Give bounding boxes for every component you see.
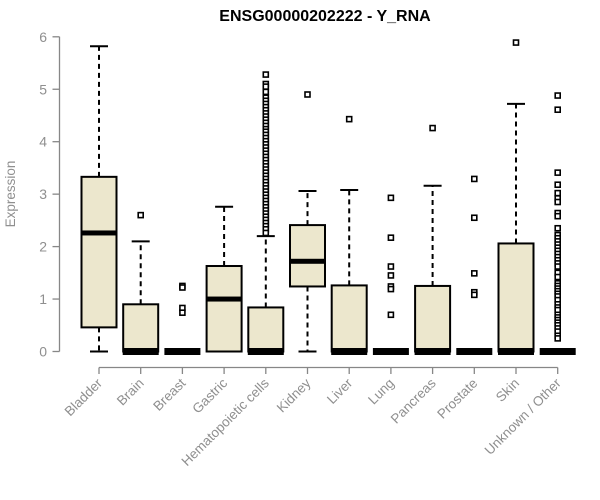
chart-title: ENSG00000202222 - Y_RNA xyxy=(219,8,431,25)
median-line xyxy=(290,258,325,264)
box xyxy=(497,242,535,353)
y-tick-label: 6 xyxy=(39,29,47,45)
y-tick-label: 1 xyxy=(39,291,47,307)
box xyxy=(330,284,368,353)
outlier-point xyxy=(554,189,562,197)
median-line-zero xyxy=(164,348,201,355)
outlier-point xyxy=(470,270,478,277)
outlier-point xyxy=(179,284,186,291)
boxplot-series xyxy=(80,39,576,355)
outlier-point xyxy=(345,115,353,123)
median-line-zero xyxy=(456,348,493,355)
x-category-label-unknown-other: Unknown / Other xyxy=(482,375,565,458)
median-line-zero xyxy=(247,348,284,355)
x-category-label-liver: Liver xyxy=(324,375,356,407)
y-tick-label: 5 xyxy=(39,81,47,97)
boxplot-kidney xyxy=(289,91,326,353)
median-line-zero xyxy=(122,348,159,355)
box xyxy=(205,265,243,353)
median-line-zero xyxy=(539,348,576,355)
outlier-point xyxy=(554,335,562,342)
median-line xyxy=(206,296,242,302)
outlier-point xyxy=(470,291,478,299)
outlier-point xyxy=(512,39,520,46)
outlier-point xyxy=(179,309,186,316)
outlier-point xyxy=(137,211,144,219)
median-line-zero xyxy=(331,348,368,355)
boxplot-unknown-other xyxy=(539,92,576,355)
outlier-point xyxy=(262,83,270,90)
x-category-label-skin: Skin xyxy=(493,376,522,405)
x-category-label-lung: Lung xyxy=(365,376,397,408)
outlier-point xyxy=(470,214,478,222)
x-category-label-kidney: Kidney xyxy=(274,375,314,415)
box xyxy=(414,284,452,353)
box xyxy=(247,306,285,353)
outlier-point xyxy=(387,234,395,241)
outlier-point xyxy=(554,106,562,114)
boxplot-prostate xyxy=(456,175,493,355)
outlier-point xyxy=(387,311,395,319)
x-category-label-pancreas: Pancreas xyxy=(388,375,439,426)
y-tick-label: 0 xyxy=(39,344,47,360)
median-line-zero xyxy=(414,348,451,355)
x-category-label-gastric: Gastric xyxy=(189,375,230,416)
boxplot-bladder xyxy=(80,45,118,353)
x-category-label-bladder: Bladder xyxy=(62,375,106,419)
outlier-point xyxy=(554,273,562,281)
x-category-label-breast: Breast xyxy=(150,375,188,413)
outlier-point xyxy=(262,229,270,237)
y-axis-label: Expression xyxy=(3,161,18,228)
boxplot-breast xyxy=(164,282,201,355)
outlier-point xyxy=(262,88,270,96)
boxplot-brain xyxy=(122,211,160,355)
outlier-point xyxy=(387,263,395,270)
y-tick-label: 3 xyxy=(39,186,47,202)
y-axis: 0 1 2 3 4 5 6 xyxy=(39,29,61,360)
boxplot-hematopoietic-cells xyxy=(247,71,285,355)
outlier-point xyxy=(554,263,562,270)
outlier-point xyxy=(554,224,562,232)
outlier-point xyxy=(554,181,562,189)
outlier-point xyxy=(262,71,270,78)
outlier-point xyxy=(554,169,562,176)
boxplot-lung xyxy=(372,194,409,355)
boxplot-liver xyxy=(330,115,368,355)
boxplot-skin xyxy=(497,39,535,355)
outlier-point xyxy=(554,92,562,99)
median-line xyxy=(81,230,117,236)
outlier-point xyxy=(470,175,478,183)
x-category-label-brain: Brain xyxy=(114,376,147,409)
median-line-zero xyxy=(498,348,534,355)
median-line-zero xyxy=(372,348,409,355)
box xyxy=(122,303,160,353)
y-tick-label: 2 xyxy=(39,239,47,255)
outlier-point xyxy=(387,272,395,279)
boxplot-gastric xyxy=(205,205,243,353)
box xyxy=(289,224,326,288)
y-tick-label: 4 xyxy=(39,134,47,150)
outlier-point xyxy=(387,285,395,293)
boxplot-pancreas xyxy=(414,124,452,355)
outlier-point xyxy=(554,212,562,220)
outlier-point xyxy=(554,198,562,206)
outlier-point xyxy=(429,124,436,132)
outlier-point xyxy=(387,194,395,202)
outlier-point xyxy=(304,91,311,98)
box xyxy=(80,175,118,329)
x-category-label-prostate: Prostate xyxy=(434,376,480,422)
